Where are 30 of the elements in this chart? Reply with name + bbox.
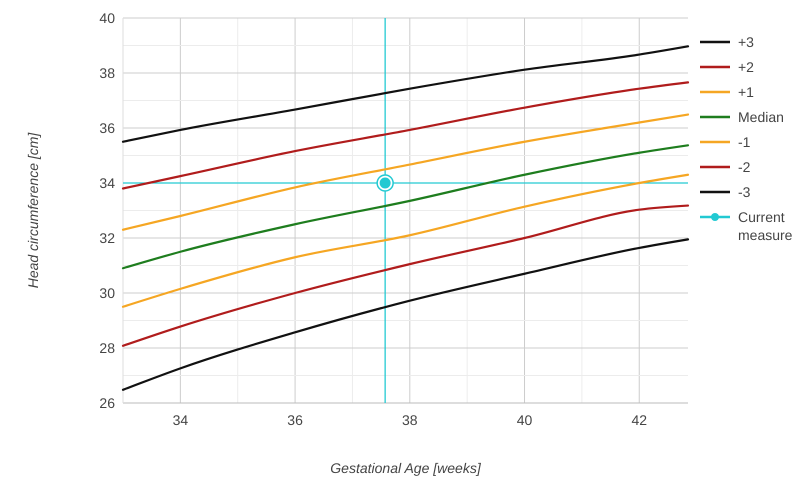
line-series	[122, 144, 690, 270]
x-axis-title: Gestational Age [weeks]	[330, 460, 482, 476]
line-series	[122, 238, 690, 391]
legend-label: -3	[738, 184, 751, 200]
y-tick-label: 40	[99, 10, 116, 26]
y-tick-label: 32	[99, 230, 116, 246]
legend-label: Median	[738, 109, 784, 125]
x-tick-label: 42	[631, 412, 648, 428]
y-tick-label: 28	[99, 340, 116, 356]
line-series	[122, 113, 690, 231]
x-tick-label: 38	[402, 412, 418, 428]
line-series	[122, 81, 690, 190]
y-tick-label: 36	[99, 120, 116, 136]
legend-label: +1	[738, 84, 754, 100]
x-tick-label: 36	[287, 412, 304, 428]
line-series	[122, 204, 690, 347]
line-series	[122, 174, 690, 308]
x-tick-label: 40	[516, 412, 533, 428]
y-axis-title: Head circumference [cm]	[25, 132, 41, 288]
y-tick-label: 34	[99, 175, 116, 191]
legend-label: +2	[738, 59, 754, 75]
y-tick-label: 30	[99, 285, 116, 301]
y-tick-label: 26	[99, 395, 116, 411]
y-tick-label: 38	[99, 65, 116, 81]
legend-label: Current measure	[738, 209, 793, 243]
legend-label: +3	[738, 34, 754, 50]
x-tick-label: 34	[172, 412, 188, 428]
legend-label: -2	[738, 159, 751, 175]
legend-label: -1	[738, 134, 751, 150]
line-series	[122, 45, 690, 143]
